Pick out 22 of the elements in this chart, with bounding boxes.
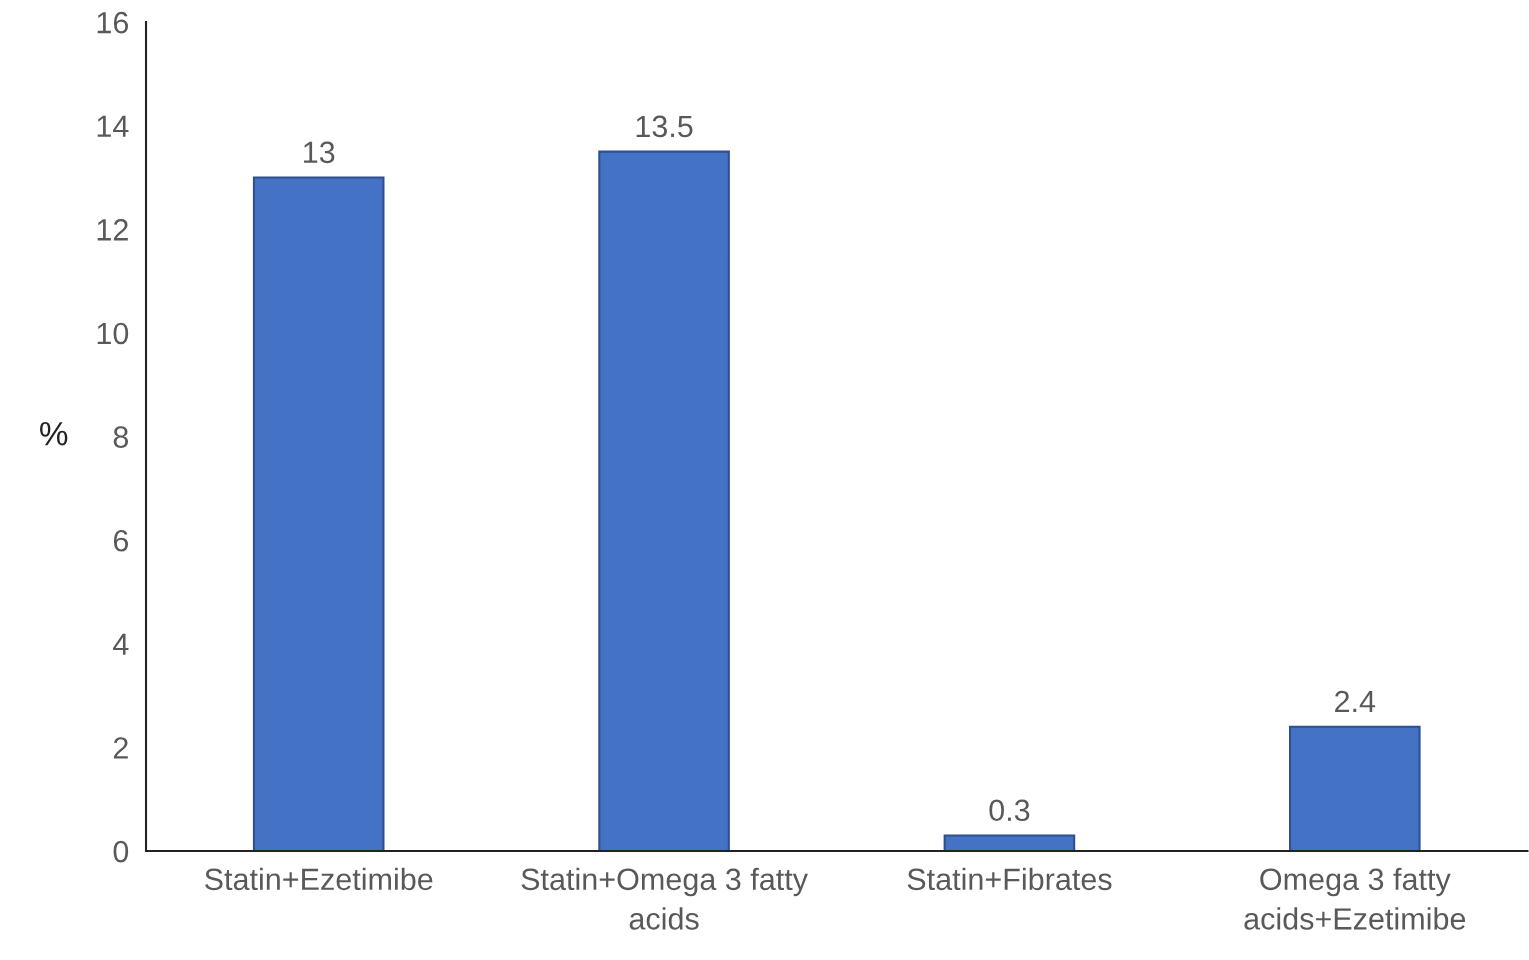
x-tick-label: Statin+Ezetimibe <box>205 867 433 891</box>
y-tick-label: 6 <box>113 529 129 552</box>
data-label: 13 <box>304 141 335 164</box>
y-tick-label: 2 <box>113 737 128 759</box>
x-tick-label: Statin+Omega 3 fatty acids <box>521 867 808 930</box>
data-label: 0.3 <box>989 799 1030 822</box>
bar <box>943 834 1076 852</box>
bar <box>252 176 385 852</box>
y-tick-label: 8 <box>113 426 129 448</box>
x-tick-label: Omega 3 fatty acids+Ezetimibe <box>1244 867 1466 930</box>
y-tick-label: 12 <box>97 219 128 241</box>
y-tick-label: 16 <box>97 11 129 34</box>
y-axis-title: % <box>40 422 68 446</box>
x-tick-label: Statin+Fibrates <box>907 867 1112 891</box>
bar <box>1288 725 1421 852</box>
data-label: 13.5 <box>636 115 693 138</box>
data-label: 2.4 <box>1335 690 1376 713</box>
bar <box>598 150 730 852</box>
y-tick-label: 10 <box>97 322 129 345</box>
y-tick-label: 4 <box>113 633 129 655</box>
y-tick-label: 14 <box>97 115 129 137</box>
y-tick-label: 0 <box>113 840 129 863</box>
